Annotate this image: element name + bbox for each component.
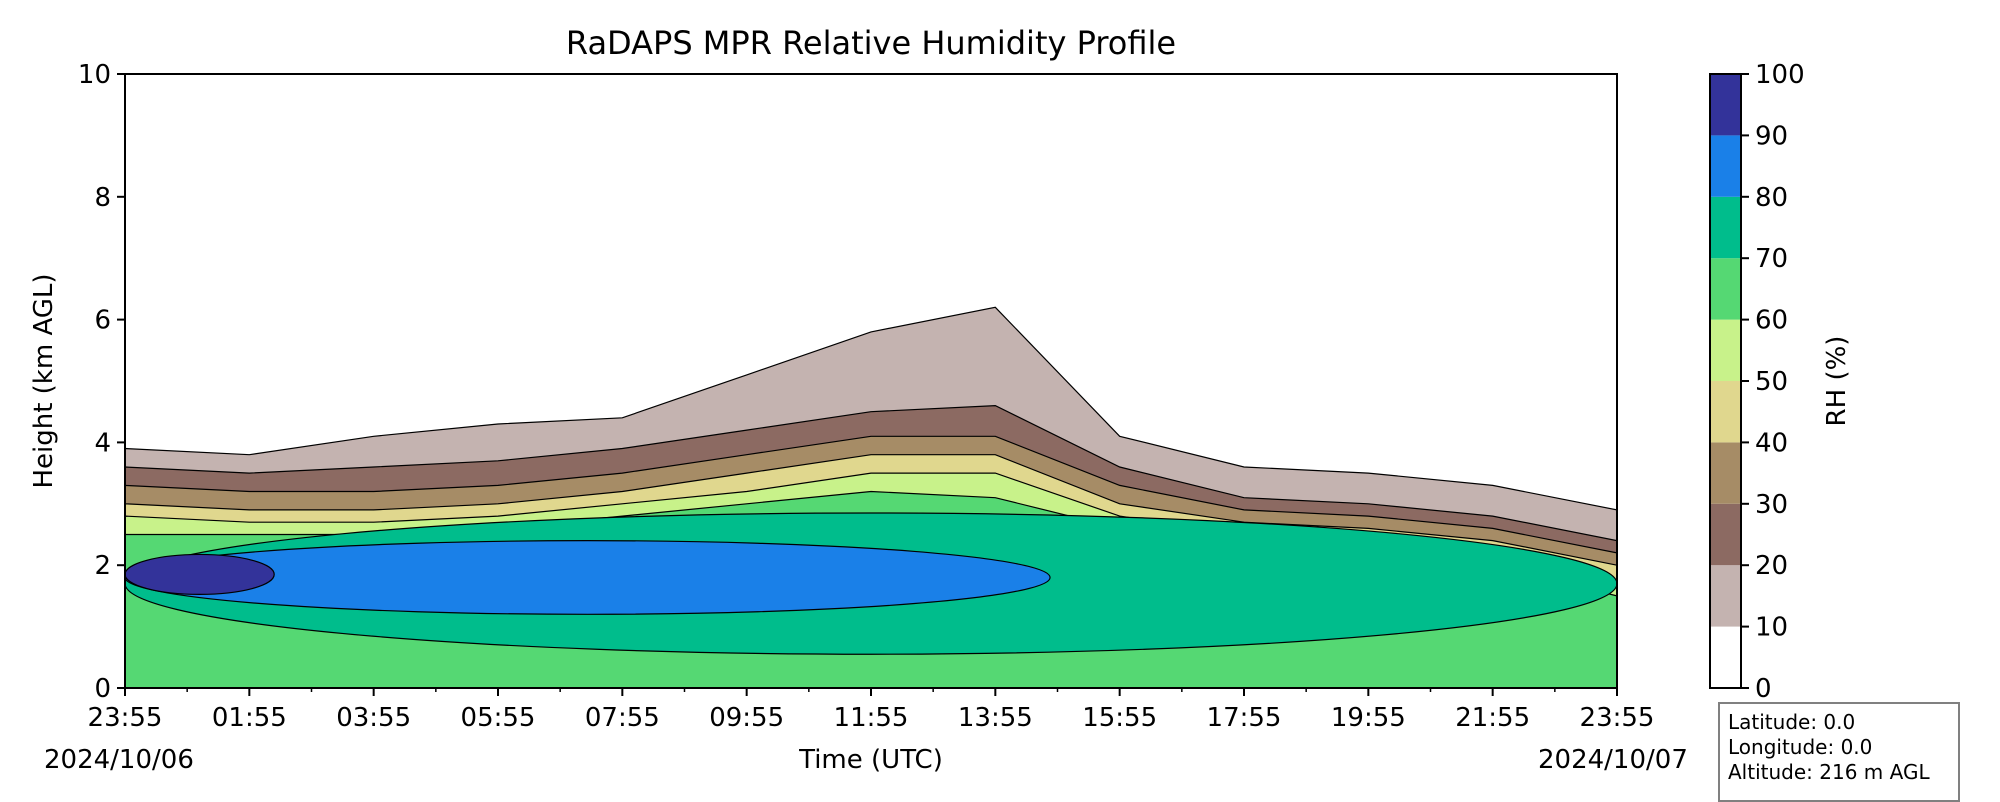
y-axis-label: Height (km AGL): [29, 273, 59, 488]
x-tick-label: 11:55: [834, 703, 909, 733]
colorbar-swatch: [1710, 258, 1741, 320]
longitude-text: Longitude: 0.0: [1728, 735, 1873, 759]
colorbar-tick-label: 20: [1755, 551, 1788, 581]
colorbar-tick-label: 0: [1755, 674, 1772, 704]
rh-contour-field: [125, 74, 1617, 688]
y-tick-label: 4: [94, 428, 111, 458]
y-tick-label: 10: [78, 60, 111, 90]
colorbar-swatch: [1710, 74, 1741, 136]
x-tick-label: 17:55: [1207, 703, 1282, 733]
chart-title: RaDAPS MPR Relative Humidity Profile: [566, 24, 1176, 62]
x-tick-label: 23:55: [88, 703, 163, 733]
x-tick-label: 19:55: [1331, 703, 1406, 733]
x-tick-label: 07:55: [585, 703, 660, 733]
colorbar-tick-label: 100: [1755, 60, 1805, 90]
y-tick-label: 0: [94, 674, 111, 704]
x-tick-label: 23:55: [1580, 703, 1655, 733]
x-tick-label: 03:55: [336, 703, 411, 733]
colorbar-swatch: [1710, 135, 1741, 197]
site-info-box: Latitude: 0.0 Longitude: 0.0 Altitude: 2…: [1718, 702, 1960, 802]
colorbar-tick-label: 80: [1755, 183, 1788, 213]
rh-core-2: [125, 553, 275, 595]
colorbar-tick-label: 60: [1755, 306, 1788, 336]
x-tick-label: 21:55: [1455, 703, 1530, 733]
altitude-text: Altitude: 216 m AGL: [1728, 760, 1930, 784]
colorbar-tick-label: 40: [1755, 428, 1788, 458]
colorbar-swatch: [1710, 442, 1741, 504]
x-tick-label: 13:55: [958, 703, 1033, 733]
colorbar-tick-label: 70: [1755, 244, 1788, 274]
y-axis: 0 2 4 6 8 10: [78, 60, 125, 704]
x-tick-label: 05:55: [461, 703, 536, 733]
colorbar-swatch: [1710, 319, 1741, 381]
colorbar-swatch: [1710, 626, 1741, 688]
x-tick-label: 09:55: [709, 703, 784, 733]
x-tick-label: 15:55: [1082, 703, 1157, 733]
colorbar-swatch: [1710, 565, 1741, 627]
colorbar-tick-label: 30: [1755, 490, 1788, 520]
latitude-text: Latitude: 0.0: [1728, 710, 1856, 734]
x-tick-label: 01:55: [212, 703, 287, 733]
y-tick-label: 8: [94, 183, 111, 213]
colorbar-swatch: [1710, 381, 1741, 443]
colorbar-swatch: [1710, 196, 1741, 259]
x-axis: 23:55 01:55 03:55 05:55 07:55 09:55 11:55 13:55…: [88, 688, 1655, 733]
end-date-label: 2024/10/07: [1538, 745, 1688, 775]
colorbar-tick-label: 10: [1755, 613, 1788, 643]
colorbar-label: RH (%): [1822, 336, 1852, 427]
x-axis-label: Time (UTC): [798, 745, 943, 775]
y-tick-label: 2: [94, 551, 111, 581]
colorbar-swatch: [1710, 503, 1741, 566]
colorbar-tick-label: 50: [1755, 367, 1788, 397]
colorbar-tick-label: 90: [1755, 121, 1788, 151]
colorbar: 0 10 20 30 40 50 60 70 80 90 100: [1709, 60, 1805, 704]
y-tick-label: 6: [94, 306, 111, 336]
start-date-label: 2024/10/06: [44, 745, 194, 775]
